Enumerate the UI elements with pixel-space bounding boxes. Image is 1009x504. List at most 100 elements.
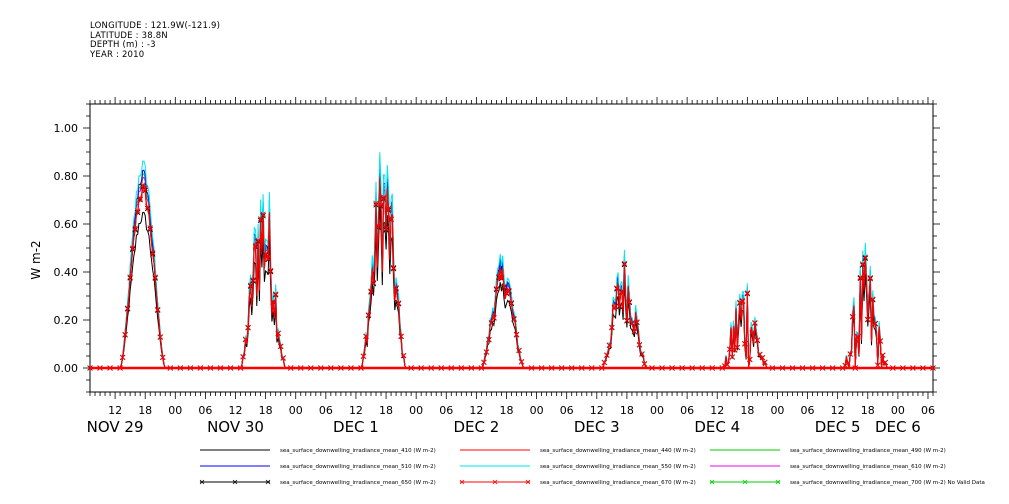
series-marker: [262, 251, 269, 257]
series-marker: [849, 313, 856, 320]
series-marker: [639, 351, 645, 357]
legend-entry: sea_surface_downwelling_irradiance_mean_…: [460, 464, 696, 470]
series-marker: [265, 255, 271, 262]
x-tick-label: 00: [891, 404, 905, 417]
series-marker: [857, 274, 863, 281]
series-marker: [152, 274, 158, 280]
series-line: [90, 205, 933, 369]
y-tick-label: 0.60: [54, 218, 79, 231]
series-marker: [127, 274, 133, 280]
series-marker: [601, 359, 608, 366]
series-marker: [742, 340, 748, 347]
series-marker: [250, 277, 256, 283]
series-marker: [119, 354, 126, 361]
x-tick-label: 18: [499, 404, 513, 417]
series-marker: [734, 344, 741, 351]
series-marker: [739, 297, 746, 304]
series-marker: [867, 275, 873, 281]
series-marker: [245, 324, 251, 331]
x-date-label: DEC 3: [574, 418, 620, 436]
series-marker: [260, 211, 266, 217]
x-tick-label: 06: [319, 404, 333, 417]
series-marker: [385, 205, 392, 212]
series-marker: [395, 300, 402, 306]
legend-marker: [709, 479, 715, 485]
series-marker: [621, 260, 628, 267]
series-marker: [511, 315, 517, 322]
x-tick-label: 18: [379, 404, 393, 417]
legend-label: sea_surface_downwelling_irradiance_mean_…: [540, 480, 696, 486]
plot-border: [89, 103, 934, 393]
series-marker: [375, 223, 382, 229]
series-marker: [378, 201, 384, 208]
series-marker: [754, 337, 761, 343]
header-depth: DEPTH (m) : -3: [90, 40, 156, 50]
series-marker: [368, 288, 374, 294]
series-marker: [150, 250, 156, 256]
series-marker: [365, 312, 372, 318]
legend-label: sea_surface_downwelling_irradiance_mean_…: [790, 448, 946, 454]
y-tick-label: 1.00: [54, 122, 79, 135]
series-marker: [759, 354, 766, 361]
y-tick-label: 0.80: [54, 170, 79, 183]
legend-entry: sea_surface_downwelling_irradiance_mean_…: [710, 464, 946, 470]
header-latitude: LATITUDE : 38.8N: [90, 30, 168, 41]
x-tick-label: 12: [469, 404, 483, 417]
series-marker: [134, 208, 141, 214]
series-marker: [860, 261, 866, 267]
legend-label: sea_surface_downwelling_irradiance_mean_…: [280, 448, 436, 454]
legend-entry: sea_surface_downwelling_irradiance_mean_…: [460, 448, 696, 454]
series-marker: [252, 243, 259, 249]
series-marker: [727, 346, 733, 352]
header-longitude: LONGITUDE : 121.9W(-121.9): [90, 21, 221, 31]
series-marker: [491, 314, 497, 321]
series-marker: [729, 354, 736, 360]
x-tick-label: 18: [620, 404, 634, 417]
series-marker: [132, 225, 138, 232]
series-marker: [144, 204, 151, 210]
series-marker: [139, 182, 146, 188]
series-line: [90, 165, 933, 369]
series-marker: [363, 333, 369, 339]
plot-frame: [89, 103, 934, 393]
series-marker: [240, 354, 246, 360]
series-marker: [872, 320, 879, 327]
x-tick-label: 06: [680, 404, 694, 417]
x-tick-label: 06: [921, 404, 935, 417]
x-tick-label: 00: [770, 404, 784, 417]
legend-marker: [742, 479, 748, 485]
series-marker: [870, 296, 876, 302]
series-line: [90, 152, 933, 369]
x-tick-label: 00: [168, 404, 182, 417]
x-tick-label: 18: [259, 404, 273, 417]
y-axis-label: W m-2: [29, 240, 43, 279]
series-marker: [272, 291, 279, 297]
series-layer: [87, 152, 936, 371]
series-marker: [614, 285, 620, 291]
series-marker: [862, 254, 868, 260]
series-marker: [616, 303, 623, 309]
series-marker: [373, 200, 379, 206]
x-date-label: DEC 1: [333, 418, 379, 436]
series-marker: [488, 320, 495, 326]
x-tick-label: 12: [590, 404, 604, 417]
series-marker: [513, 331, 520, 338]
series-marker: [624, 317, 630, 324]
x-date-label: NOV 29: [87, 418, 144, 436]
series-marker: [747, 356, 753, 363]
x-tick-label: 12: [831, 404, 845, 417]
series-marker: [762, 359, 768, 365]
series-marker: [506, 287, 512, 294]
x-tick-label: 18: [861, 404, 875, 417]
plot-header: LONGITUDE : 121.9W(-121.9) LATITUDE : 38…: [90, 21, 221, 60]
legend-entry: sea_surface_downwelling_irradiance_mean_…: [710, 448, 946, 454]
series-marker: [275, 330, 281, 336]
legend-label: sea_surface_downwelling_irradiance_mean_…: [280, 480, 436, 486]
series-marker: [847, 351, 853, 357]
series-marker: [606, 342, 613, 348]
y-axis: 0.00 0.20 0.40 0.60 0.80 1.00: [54, 103, 940, 393]
series-marker: [501, 283, 507, 290]
series-marker: [122, 331, 128, 338]
x-date-label: DEC 5: [815, 418, 861, 436]
series-marker: [277, 343, 284, 349]
